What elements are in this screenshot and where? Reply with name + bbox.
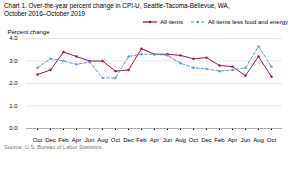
svg-text:Oct'19: Oct'19 xyxy=(267,137,277,144)
svg-text:Dec: Dec xyxy=(45,137,56,143)
svg-text:Apr: Apr xyxy=(72,137,81,143)
svg-text:Aug: Aug xyxy=(253,137,264,143)
svg-text:Dec: Dec xyxy=(201,137,212,143)
html-text:All items less food and energy: All items less food and energy xyxy=(208,19,288,26)
svg-text:2.0: 2.0 xyxy=(9,81,18,87)
svg-text:Aug: Aug xyxy=(175,137,186,143)
svg-text:Jun: Jun xyxy=(241,137,251,143)
html-text:All items: All items xyxy=(160,19,183,26)
svg-text:Oct'16: Oct'16 xyxy=(33,137,43,144)
html-text:Source: U.S. Bureau of Labor S: Source: U.S. Bureau of Labor Statistics. xyxy=(4,144,103,151)
svg-text:Feb: Feb xyxy=(58,137,69,143)
svg-text:Apr: Apr xyxy=(150,137,159,143)
html-text:Chart 1. Over-the-year percent: Chart 1. Over-the-year percent change in… xyxy=(4,2,230,9)
svg-text:Feb: Feb xyxy=(214,137,225,143)
svg-text:Jun: Jun xyxy=(85,137,95,143)
svg-text:Oct'17: Oct'17 xyxy=(111,137,121,144)
svg-text:4.0: 4.0 xyxy=(9,36,18,42)
svg-text:Feb: Feb xyxy=(136,137,147,143)
svg-text:Percent change: Percent change xyxy=(8,29,51,35)
html-text:October 2016–October 2019: October 2016–October 2019 xyxy=(4,9,85,17)
svg-text:Oct'18: Oct'18 xyxy=(189,137,199,144)
svg-text:0.0: 0.0 xyxy=(9,126,18,132)
svg-text:3.0: 3.0 xyxy=(9,58,18,64)
svg-text:Dec: Dec xyxy=(123,137,134,143)
svg-text:1.0: 1.0 xyxy=(9,103,18,109)
svg-text:Aug: Aug xyxy=(97,137,108,143)
svg-text:Apr: Apr xyxy=(228,137,237,143)
svg-text:Jun: Jun xyxy=(163,137,173,143)
